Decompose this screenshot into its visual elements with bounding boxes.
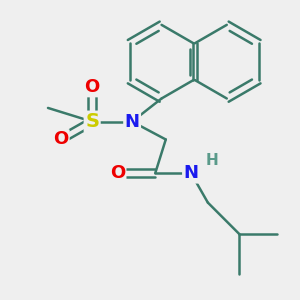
- Text: S: S: [85, 112, 99, 131]
- Text: N: N: [184, 164, 199, 182]
- Text: N: N: [124, 112, 140, 130]
- Text: O: O: [53, 130, 68, 148]
- Text: O: O: [110, 164, 125, 182]
- Text: H: H: [206, 153, 218, 168]
- Text: O: O: [85, 78, 100, 96]
